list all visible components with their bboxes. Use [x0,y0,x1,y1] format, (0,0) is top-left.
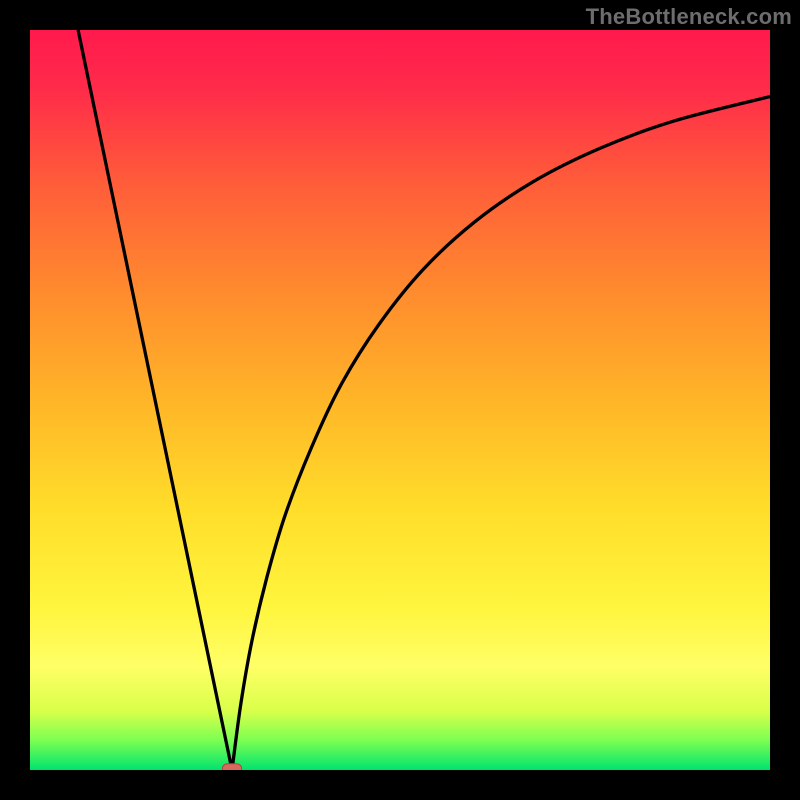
plot-area [30,30,770,770]
gradient-background [30,30,770,770]
chart-frame: TheBottleneck.com [0,0,800,800]
chart-svg [30,30,770,770]
watermark-text: TheBottleneck.com [586,4,792,30]
minimum-marker [222,764,241,770]
